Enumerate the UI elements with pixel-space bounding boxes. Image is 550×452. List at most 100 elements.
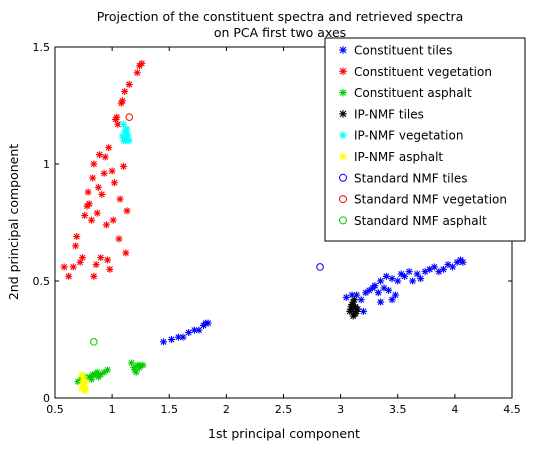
x-tick-label: 2.5 [275,403,293,416]
axis-ticks: 0.5 1 1.5 2 2.5 3 3.5 4 4.500.511.5 [33,41,521,416]
point-series-0-23 [388,275,396,283]
point-series-1-6 [78,254,86,262]
point-series-0-1 [168,336,176,343]
point-series-1-31 [113,113,121,121]
point-series-2-11 [94,373,102,381]
point-series-0-38 [449,263,457,271]
y-tick-label: 1 [43,158,50,171]
point-series-0-42 [359,307,367,315]
point-series-1-9 [84,188,92,196]
point-series-3-11 [349,312,357,320]
legend: Constituent tiles Constituent vegetation C… [324,37,526,242]
point-series-0-15 [365,286,373,294]
point-series-1-43 [138,59,146,67]
legend-marker-6 [339,173,347,182]
point-series-0-27 [401,272,409,280]
point-series-1-18 [96,151,104,159]
point-series-2-10 [88,375,96,383]
point-series-1-41 [133,69,141,77]
point-series-1-3 [72,242,80,250]
point-series-0-25 [394,277,402,285]
point-series-0-22 [385,286,393,294]
point-series-1-14 [90,272,98,280]
point-series-0-18 [374,289,382,297]
point-series-1-39 [123,207,131,215]
point-series-0-41 [459,258,467,266]
point-series-1-15 [92,261,100,269]
legend-label-4: IP-NMF vegetation [354,129,463,143]
point-series-0-28 [405,268,413,276]
point-series-1-26 [106,265,114,273]
point-series-0-30 [413,270,421,278]
point-series-4-5 [120,120,128,128]
point-series-1-29 [110,179,118,187]
x-tick-label: 3 [337,403,344,416]
point-series-0-19 [377,277,385,285]
point-series-1-10 [85,200,93,208]
point-series-1-22 [101,153,109,161]
x-tick-label: 3.5 [389,403,407,416]
point-series-0-34 [430,263,438,271]
point-series-5-9 [81,387,89,395]
point-series-5-6 [77,371,85,379]
legend-label-0: Constituent tiles [354,44,452,58]
point-series-1-21 [100,169,108,177]
point-series-1-20 [98,190,106,198]
point-series-7-0 [125,113,134,121]
legend-label-5: IP-NMF asphalt [354,150,443,164]
x-tick-label: 1.5 [161,403,179,416]
point-series-1-27 [108,167,116,175]
point-series-0-9 [204,319,212,327]
point-series-1-28 [109,216,117,224]
x-tick-label: 1 [109,403,116,416]
point-series-0-10 [342,293,350,301]
legend-label-2: Constituent asphalt [354,86,472,100]
point-series-1-4 [73,233,81,241]
point-series-1-36 [118,97,126,105]
point-series-8-0 [90,338,98,346]
point-series-5-7 [82,378,90,386]
point-series-1-34 [116,195,124,203]
point-series-0-36 [439,265,447,273]
y-tick-label: 0 [43,392,50,405]
point-series-4-4 [123,125,131,133]
point-series-3-9 [347,303,355,311]
point-series-1-13 [90,160,98,168]
point-series-1-19 [97,254,105,262]
legend-marker-8 [339,216,347,225]
x-tick-label: 0.5 [46,403,64,416]
y-tick-label: 1.5 [33,41,51,54]
point-series-3-8 [350,296,358,304]
point-series-1-17 [94,183,102,191]
point-series-0-21 [382,272,390,280]
point-series-2-19 [132,368,140,376]
point-series-0-4 [185,328,193,336]
legend-label-3: IP-NMF tiles [354,107,424,121]
legend-marker-0 [339,46,347,54]
x-tick-label: 4 [451,403,458,416]
point-series-0-33 [426,265,434,273]
point-series-0-0 [160,338,168,346]
point-series-1-38 [121,87,129,95]
point-series-0-13 [357,296,365,304]
point-series-2-18 [139,361,147,369]
legend-label-6: Standard NMF tiles [354,171,467,185]
point-series-1-1 [65,272,73,280]
legend-box [324,37,526,242]
point-series-1-25 [105,144,113,152]
point-series-4-9 [118,132,126,140]
y-tick-label: 0.5 [33,275,51,288]
x-axis-label: 1st principal component [208,426,360,441]
legend-marker-3 [339,110,347,118]
point-series-2-9 [104,366,112,374]
point-series-1-12 [89,174,97,182]
legend-marker-5 [339,152,347,161]
point-series-1-40 [125,80,133,88]
point-series-0-29 [409,277,417,285]
legend-marker-1 [339,67,347,76]
legend-marker-7 [339,195,347,204]
x-tick-label: 4.5 [503,403,521,416]
point-series-0-43 [377,298,385,306]
point-series-1-37 [120,162,128,170]
